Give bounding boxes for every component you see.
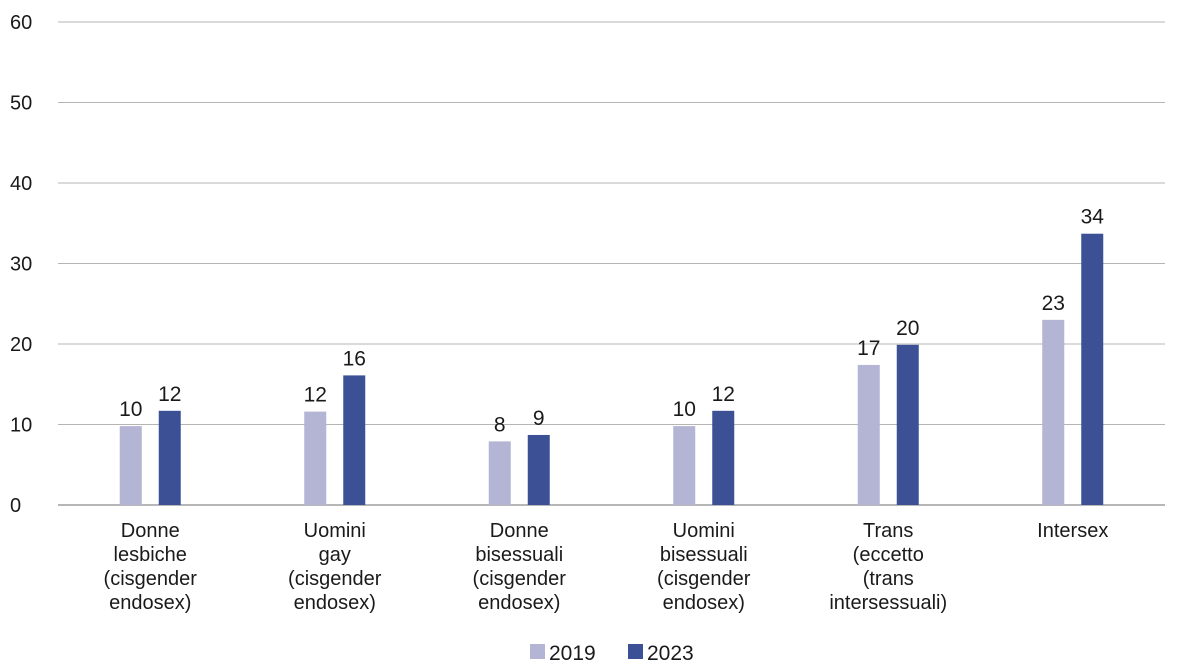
gridlines bbox=[58, 21, 1165, 506]
category-label-line: (eccetto bbox=[853, 544, 924, 566]
y-tick-label: 20 bbox=[10, 334, 32, 356]
y-tick-label: 30 bbox=[10, 254, 32, 276]
category-label-line: lesbiche bbox=[114, 544, 187, 566]
legend-label: 2023 bbox=[647, 642, 694, 662]
bar-2023-5 bbox=[1081, 233, 1104, 505]
y-tick-label: 0 bbox=[10, 495, 21, 517]
category-label-line: (cisgender bbox=[288, 568, 382, 590]
data-label: 9 bbox=[533, 407, 545, 430]
category-label-line: (cisgender bbox=[473, 568, 567, 590]
category-label-line: Uomini bbox=[304, 520, 366, 542]
bar-2019-4 bbox=[857, 364, 880, 505]
legend: 2019 2023 bbox=[530, 642, 694, 662]
legend-swatch-2023 bbox=[628, 644, 643, 659]
y-tick-label: 60 bbox=[10, 12, 32, 34]
y-tick-label: 50 bbox=[10, 93, 32, 115]
category-label-line: Trans bbox=[863, 520, 913, 542]
category-label-line: gay bbox=[319, 544, 351, 566]
category-label-line: Donne bbox=[490, 520, 549, 542]
category-label: Intersex bbox=[1037, 520, 1108, 542]
category-label: Donne lesbiche (cisgender endosex) bbox=[104, 520, 198, 614]
data-label: 12 bbox=[712, 383, 735, 406]
category-label-line: endosex) bbox=[478, 592, 560, 614]
bar-2019-0 bbox=[119, 426, 142, 505]
data-label: 8 bbox=[494, 413, 506, 436]
category-label-line: bisessuali bbox=[475, 544, 563, 566]
data-label: 10 bbox=[119, 398, 142, 421]
data-label: 10 bbox=[673, 398, 696, 421]
category-label-line: Donne bbox=[121, 520, 180, 542]
data-label: 17 bbox=[857, 337, 880, 360]
bar-2023-3 bbox=[712, 410, 735, 505]
data-labels: 10 12 12 16 8 9 10 12 17 20 23 34 bbox=[119, 206, 1104, 437]
category-label-line: endosex) bbox=[663, 592, 745, 614]
y-tick-label: 10 bbox=[10, 415, 32, 437]
category-label: Uomini bisessuali (cisgender endosex) bbox=[657, 520, 751, 614]
category-label-line: Intersex bbox=[1037, 520, 1108, 542]
bar-2019-2 bbox=[488, 441, 511, 505]
category-label: Donne bisessuali (cisgender endosex) bbox=[473, 520, 567, 614]
bar-2023-0 bbox=[158, 410, 181, 505]
bar-2023-4 bbox=[896, 344, 919, 505]
category-label-line: intersessuali) bbox=[829, 592, 947, 614]
data-label: 34 bbox=[1081, 206, 1105, 229]
legend-swatch-2019 bbox=[530, 644, 545, 659]
x-axis-categories: Donne lesbiche (cisgender endosex)Uomini gay… bbox=[104, 520, 1109, 614]
y-tick-label: 40 bbox=[10, 173, 32, 195]
category-label: Trans (eccetto (trans intersessuali) bbox=[829, 520, 947, 614]
y-axis-ticks: 0 10 20 30 40 50 60 bbox=[10, 12, 32, 517]
category-label: Uomini gay (cisgender endosex) bbox=[288, 520, 382, 614]
category-label-line: (cisgender bbox=[104, 568, 198, 590]
category-label-line: (cisgender bbox=[657, 568, 751, 590]
category-label-line: endosex) bbox=[109, 592, 191, 614]
data-label: 20 bbox=[896, 317, 919, 340]
data-label: 23 bbox=[1042, 292, 1065, 315]
legend-label: 2019 bbox=[549, 642, 596, 662]
bar-2019-3 bbox=[673, 426, 696, 505]
bars bbox=[119, 233, 1104, 505]
category-label-line: Uomini bbox=[673, 520, 735, 542]
bar-2019-1 bbox=[304, 411, 327, 505]
data-label: 12 bbox=[158, 383, 181, 406]
category-label-line: endosex) bbox=[294, 592, 376, 614]
category-label-line: bisessuali bbox=[660, 544, 748, 566]
bar-2019-5 bbox=[1042, 319, 1065, 505]
bar-2023-1 bbox=[343, 375, 366, 505]
category-label-line: (trans bbox=[863, 568, 914, 590]
data-label: 16 bbox=[343, 347, 366, 370]
bar-2023-2 bbox=[527, 434, 550, 505]
data-label: 12 bbox=[304, 384, 327, 407]
